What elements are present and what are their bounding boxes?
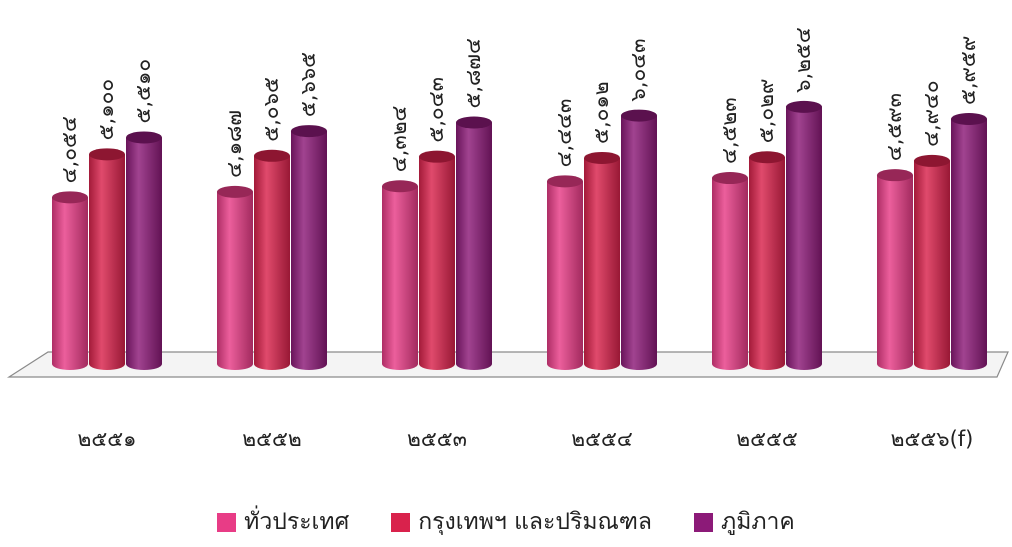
bar-regional-1 — [291, 125, 327, 370]
data-label-bangkok-3: ๕,๐๑๒ — [589, 81, 613, 144]
category-label-2: ๒๕๕๓ — [407, 427, 467, 451]
legend-swatch-regional — [694, 512, 714, 532]
bar-nationwide-2 — [382, 180, 418, 370]
legend-swatch-nationwide — [217, 512, 237, 532]
data-label-regional-0: ๕,๕๑๐ — [131, 59, 155, 124]
bar-regional-5 — [951, 113, 987, 370]
bar-nationwide-5 — [877, 169, 913, 370]
bar-nationwide-3 — [547, 175, 583, 370]
legend-item-nationwide: ทั่วประเทศ — [217, 504, 349, 540]
bar-nationwide-1 — [217, 185, 253, 370]
category-label-3: ๒๕๕๔ — [571, 427, 633, 451]
data-label-regional-1: ๕,๖๖๕ — [296, 52, 320, 117]
bar-regional-2 — [456, 116, 492, 370]
bar-bangkok-2 — [419, 150, 455, 370]
legend: ทั่วประเทศ กรุงเทพฯ และปริมณฑล ภูมิภาค — [0, 502, 1012, 542]
bar-nationwide-4 — [712, 172, 748, 370]
legend-label-regional: ภูมิภาค — [721, 509, 795, 535]
data-label-bangkok-4: ๕,๐๒๙ — [754, 79, 778, 144]
bars-layer — [52, 100, 987, 370]
data-label-nationwide-5: ๔,๕๙๓ — [882, 93, 906, 161]
data-label-nationwide-3: ๔,๔๔๓ — [552, 99, 576, 168]
bar-regional-3 — [621, 109, 657, 370]
bar-regional-0 — [126, 131, 162, 370]
legend-item-regional: ภูมิภาค — [694, 504, 795, 540]
data-label-nationwide-2: ๔,๓๒๔ — [387, 106, 411, 173]
bar-bangkok-4 — [749, 151, 785, 370]
bar-bangkok-1 — [254, 149, 290, 370]
data-label-regional-2: ๕,๘๗๔ — [461, 38, 485, 108]
data-label-regional-4: ๖,๒๕๔ — [791, 27, 815, 93]
bar-bangkok-3 — [584, 151, 620, 370]
data-label-bangkok-1: ๕,๐๖๕ — [259, 77, 283, 142]
category-label-5: ๒๕๕๖(f) — [891, 427, 974, 451]
bar-bangkok-0 — [89, 148, 125, 370]
category-label-1: ๒๕๕๒ — [242, 427, 301, 451]
bar-bangkok-5 — [914, 154, 950, 370]
data-label-bangkok-0: ๕,๑๐๐ — [94, 79, 118, 141]
category-label-4: ๒๕๕๕ — [736, 427, 798, 451]
bar-regional-4 — [786, 100, 822, 370]
data-label-regional-3: ๖,๐๔๓ — [626, 38, 650, 101]
data-label-bangkok-2: ๕,๐๔๓ — [424, 77, 448, 143]
bar-nationwide-0 — [52, 191, 88, 370]
category-axis: ๒๕๕๑ ๒๕๕๒ ๒๕๕๓ ๒๕๕๔ ๒๕๕๕ ๒๕๕๖(f) — [78, 427, 974, 451]
data-label-nationwide-1: ๔,๑๘๗ — [222, 110, 246, 178]
data-label-nationwide-4: ๔,๕๒๓ — [717, 97, 741, 164]
legend-swatch-bangkok — [391, 512, 411, 532]
legend-label-nationwide: ทั่วประเทศ — [244, 509, 350, 535]
category-label-0: ๒๕๕๑ — [78, 427, 137, 451]
legend-item-bangkok: กรุงเทพฯ และปริมณฑล — [391, 504, 652, 540]
data-label-bangkok-5: ๔,๙๔๐ — [919, 80, 943, 147]
data-label-regional-5: ๕,๙๕๙ — [956, 36, 980, 105]
legend-label-bangkok: กรุงเทพฯ และปริมณฑล — [418, 509, 653, 535]
data-label-nationwide-0: ๔,๐๕๔ — [57, 116, 81, 183]
